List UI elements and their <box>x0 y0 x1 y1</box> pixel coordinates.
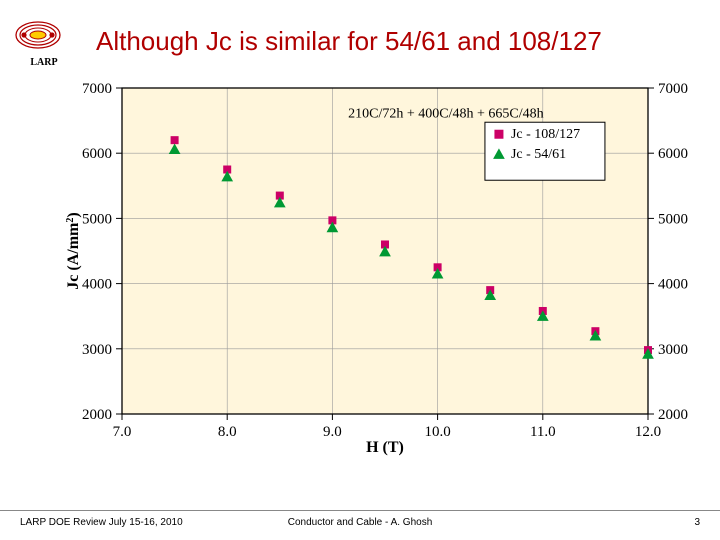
svg-text:7000: 7000 <box>658 81 688 97</box>
jc-vs-h-chart: 2000 2000 3000 3000 4000 4000 5000 5000 6000 6000… <box>60 78 700 458</box>
svg-text:4000: 4000 <box>658 277 688 293</box>
svg-text:4000: 4000 <box>82 277 112 293</box>
slide: LARP Although Jc is similar for 54/61 an… <box>0 0 720 540</box>
svg-text:Jc (A/mm2): Jc (A/mm2) <box>65 212 83 289</box>
svg-text:7000: 7000 <box>82 81 112 97</box>
slide-footer: LARP DOE Review July 15-16, 2010 Conduct… <box>0 510 720 528</box>
svg-text:11.0: 11.0 <box>530 424 556 440</box>
svg-text:12.0: 12.0 <box>635 424 661 440</box>
svg-text:3000: 3000 <box>658 342 688 358</box>
chart-svg: 2000 2000 3000 3000 4000 4000 5000 5000 6000 6000… <box>60 78 700 458</box>
larp-logo-text: LARP <box>14 57 74 68</box>
svg-text:9.0: 9.0 <box>323 424 342 440</box>
svg-text:Jc - 54/61: Jc - 54/61 <box>511 147 566 162</box>
svg-text:3000: 3000 <box>82 342 112 358</box>
svg-text:7.0: 7.0 <box>113 424 132 440</box>
svg-text:6000: 6000 <box>82 146 112 162</box>
svg-text:2000: 2000 <box>82 407 112 423</box>
svg-text:210C/72h + 400C/48h + 665C/48h: 210C/72h + 400C/48h + 665C/48h <box>348 106 543 121</box>
svg-text:5000: 5000 <box>658 211 688 227</box>
svg-text:8.0: 8.0 <box>218 424 237 440</box>
larp-logo: LARP <box>14 20 74 68</box>
svg-text:2000: 2000 <box>658 407 688 423</box>
larp-logo-icon <box>14 20 62 50</box>
svg-text:Jc - 108/127: Jc - 108/127 <box>511 127 580 142</box>
footer-center: Conductor and Cable - A. Ghosh <box>288 517 433 528</box>
svg-text:6000: 6000 <box>658 146 688 162</box>
svg-text:10.0: 10.0 <box>424 424 450 440</box>
footer-left: LARP DOE Review July 15-16, 2010 <box>20 517 183 528</box>
footer-right: 3 <box>694 517 700 528</box>
svg-text:H (T): H (T) <box>366 439 404 456</box>
svg-text:5000: 5000 <box>82 211 112 227</box>
slide-title: Although Jc is similar for 54/61 and 108… <box>96 26 602 57</box>
